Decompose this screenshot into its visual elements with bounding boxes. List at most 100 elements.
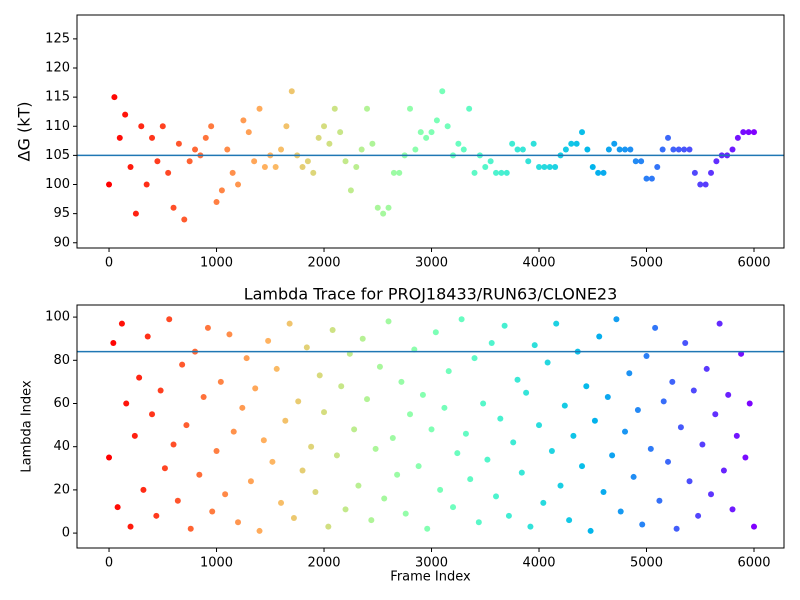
point: [217, 378, 224, 385]
point: [514, 146, 521, 153]
point: [261, 164, 268, 171]
point: [536, 422, 543, 429]
point: [702, 181, 709, 188]
point: [288, 88, 295, 95]
point: [165, 169, 172, 176]
point: [505, 512, 512, 519]
point: [333, 452, 340, 459]
point: [110, 340, 117, 347]
point: [454, 450, 461, 457]
point: [643, 175, 650, 182]
point: [359, 335, 366, 342]
point: [573, 140, 580, 147]
point: [450, 504, 457, 511]
point: [587, 527, 594, 534]
point: [342, 158, 349, 165]
point: [326, 140, 333, 147]
point: [209, 508, 216, 515]
point: [170, 441, 177, 448]
x-tick-label: 4000: [522, 256, 555, 271]
point: [742, 454, 749, 461]
x-tick-label: 6000: [737, 256, 770, 271]
point: [374, 204, 381, 211]
y-axis-label: Lambda Index: [20, 380, 35, 473]
point: [224, 146, 231, 153]
y-tick-label: 60: [53, 396, 70, 411]
point: [626, 370, 633, 377]
point: [745, 129, 752, 136]
point: [331, 105, 338, 112]
point: [353, 164, 360, 171]
point: [364, 396, 371, 403]
point: [316, 372, 323, 379]
point: [424, 525, 431, 532]
y-tick-label: 100: [45, 310, 70, 325]
point: [444, 123, 451, 130]
point: [484, 456, 491, 463]
point: [428, 129, 435, 136]
point: [111, 94, 118, 101]
point: [482, 164, 489, 171]
point: [143, 181, 150, 188]
point: [122, 111, 129, 118]
point: [136, 374, 143, 381]
point: [245, 129, 252, 136]
point: [380, 210, 387, 217]
point: [458, 316, 465, 323]
point: [660, 398, 667, 405]
point: [627, 146, 634, 153]
point: [247, 478, 254, 485]
point: [638, 158, 645, 165]
point: [372, 445, 379, 452]
point: [720, 467, 727, 474]
point: [531, 342, 538, 349]
point: [282, 417, 289, 424]
point: [523, 389, 530, 396]
point: [514, 376, 521, 383]
point: [471, 169, 478, 176]
y-tick-label: 115: [45, 90, 70, 105]
point: [697, 181, 704, 188]
y-tick-label: 90: [53, 235, 70, 250]
point: [579, 463, 586, 470]
point: [652, 324, 659, 331]
y-tick-label: 0: [62, 526, 70, 541]
point: [501, 322, 508, 329]
point: [677, 424, 684, 431]
point: [665, 134, 672, 141]
point: [417, 129, 424, 136]
point: [487, 158, 494, 165]
point: [181, 216, 188, 223]
point: [439, 88, 446, 95]
point: [519, 146, 526, 153]
point: [106, 181, 113, 188]
point: [310, 169, 317, 176]
point: [230, 428, 237, 435]
point: [342, 506, 349, 513]
point: [278, 499, 285, 506]
point: [183, 422, 190, 429]
point: [609, 452, 616, 459]
point: [712, 411, 719, 418]
point: [475, 519, 482, 526]
point: [252, 385, 259, 392]
point: [272, 164, 279, 171]
point: [161, 465, 168, 472]
point: [338, 383, 345, 390]
chart-title: Lambda Trace for PROJ18433/RUN63/CLONE23: [244, 285, 618, 304]
point: [467, 476, 474, 483]
point: [175, 140, 182, 147]
point: [159, 123, 166, 130]
point: [127, 523, 134, 530]
point: [325, 523, 332, 530]
point: [166, 316, 173, 323]
point: [407, 105, 414, 112]
point: [355, 482, 362, 489]
point: [445, 368, 452, 375]
x-tick-label: 1000: [200, 556, 233, 571]
point: [669, 378, 676, 385]
point: [192, 146, 199, 153]
point: [643, 352, 650, 359]
point: [536, 164, 543, 171]
point: [398, 378, 405, 385]
